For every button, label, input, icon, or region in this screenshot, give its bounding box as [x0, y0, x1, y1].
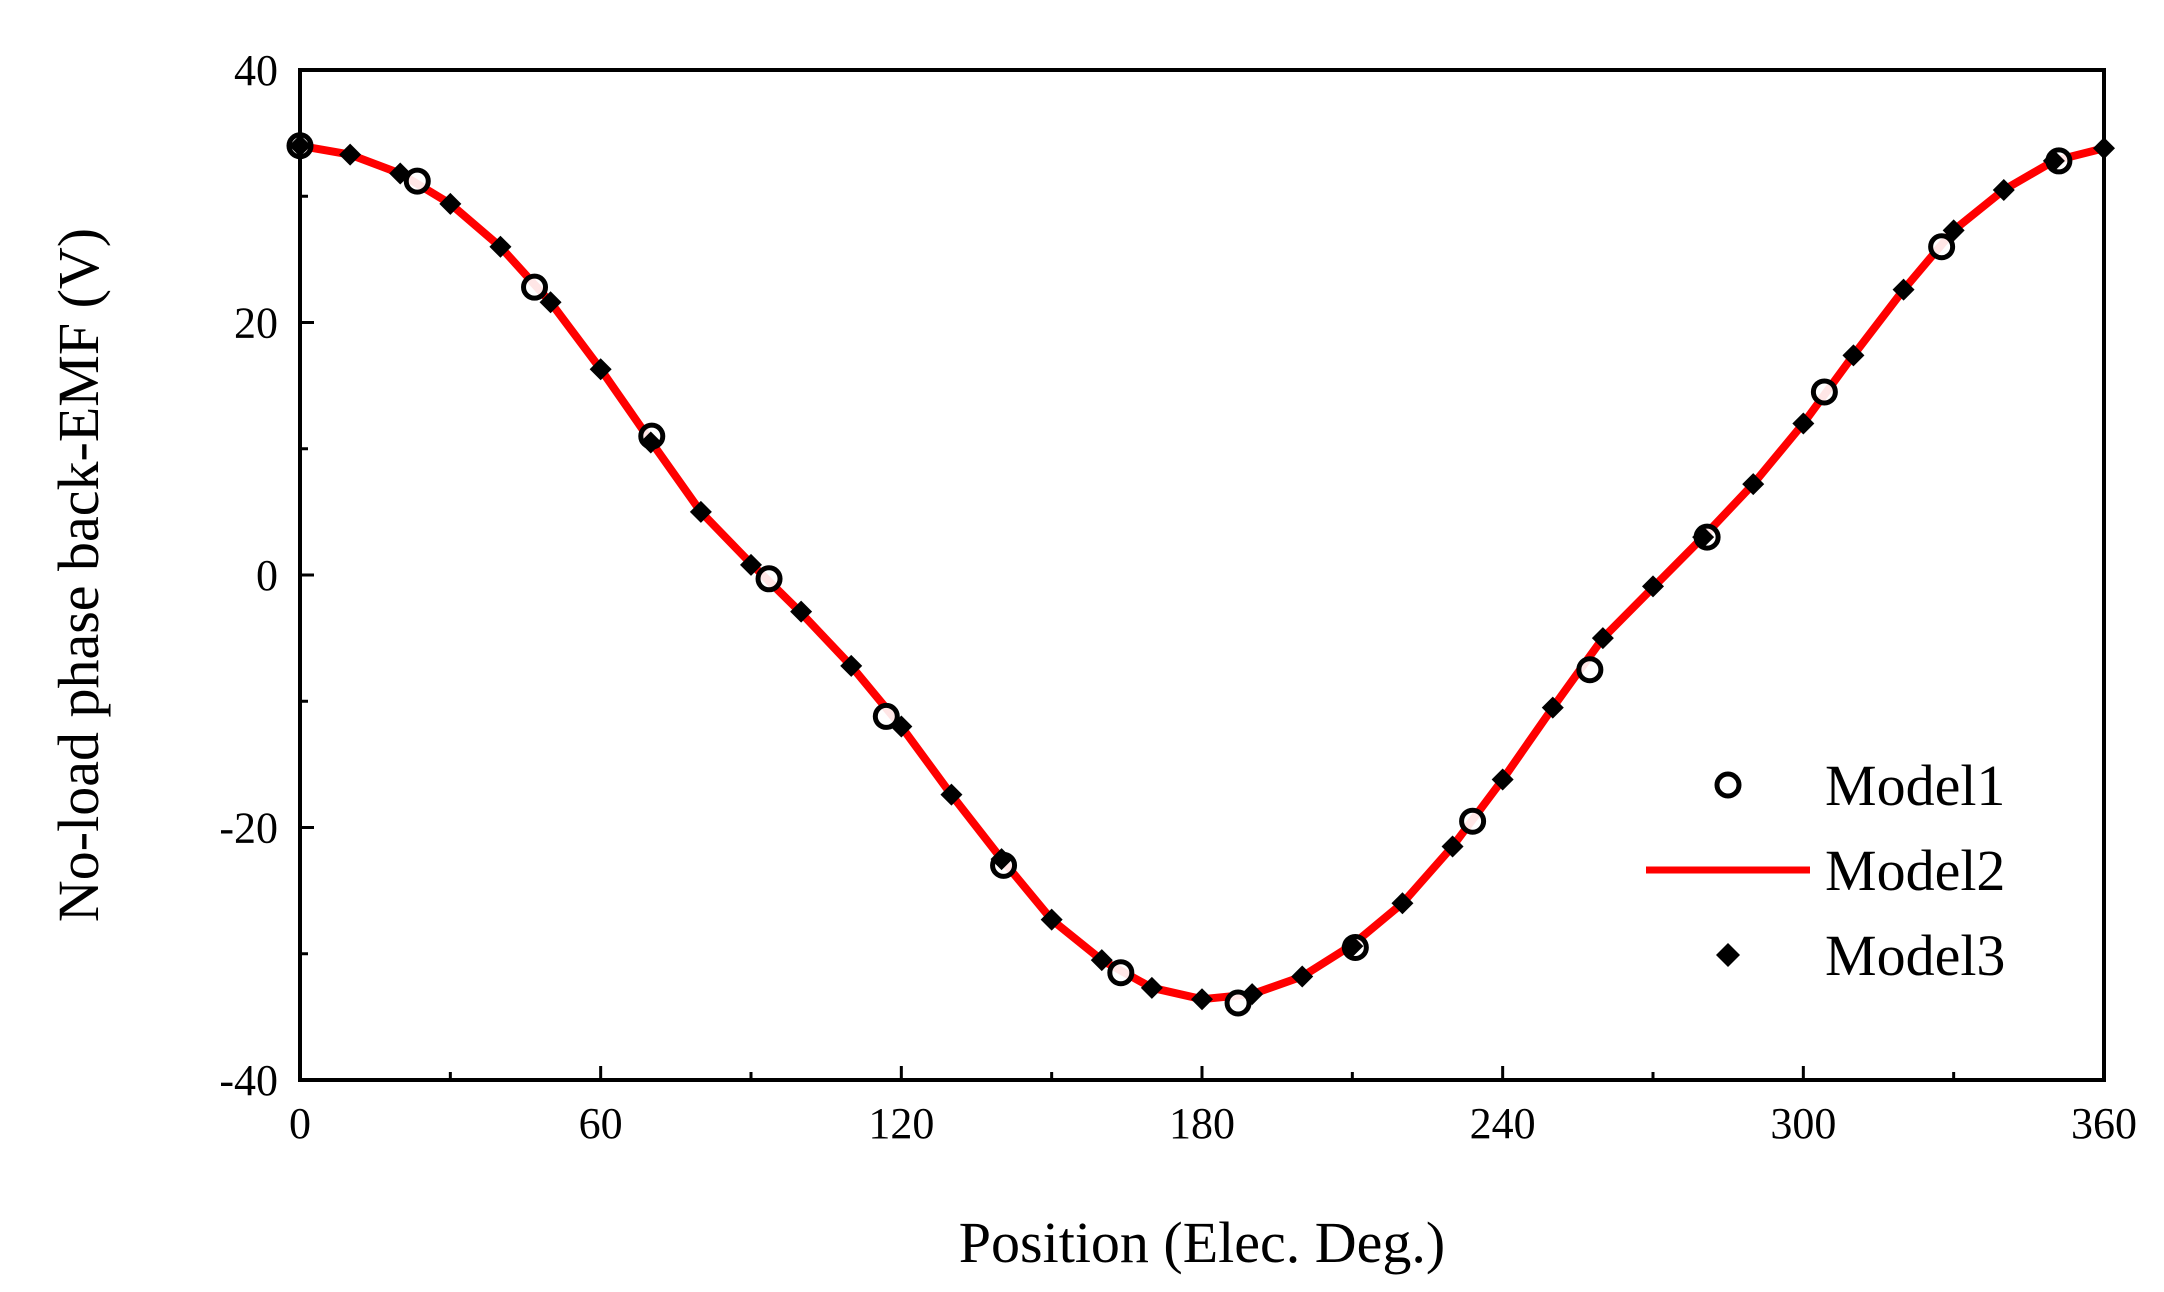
legend-marker-model3: [1716, 943, 1740, 967]
legend-label-model2: Model2: [1825, 838, 2005, 903]
data-point-model3: [1140, 976, 1163, 999]
x-tick-label: 360: [2071, 1099, 2137, 1148]
data-point-model3: [840, 654, 863, 677]
data-point-model1: [1224, 989, 1252, 1017]
data-point-model3: [1541, 696, 1564, 719]
data-point-model3: [940, 783, 963, 806]
data-point-model3: [1992, 178, 2015, 201]
data-point-model3: [339, 143, 362, 166]
data-point-model3: [439, 192, 462, 215]
data-point-model3: [1642, 575, 1664, 598]
legend-item-model2: Model2: [1646, 838, 2005, 903]
legend-marker-model1: [1714, 771, 1742, 799]
data-point-model1: [1459, 807, 1487, 835]
data-point-model3: [1892, 278, 1915, 301]
data-point-model1: [521, 273, 549, 301]
y-axis-title: No-load phase back-EMF (V): [46, 228, 111, 922]
series-model3-group: [289, 134, 2115, 1011]
x-tick-label: 240: [1470, 1099, 1536, 1148]
data-point-model3: [1241, 983, 1264, 1006]
x-tick-label: 0: [289, 1099, 311, 1148]
legend-label-model3: Model3: [1825, 923, 2005, 988]
data-point-model1: [1928, 233, 1956, 261]
data-point-model3: [1291, 965, 1314, 988]
data-point-model3: [740, 553, 762, 576]
data-point-model3: [1191, 988, 1213, 1011]
data-point-model3: [539, 291, 562, 314]
data-point-model3: [1842, 344, 1865, 367]
legend-label-model1: Model1: [1825, 753, 2005, 818]
legend-item-model3: Model3: [1716, 923, 2005, 988]
data-point-model3: [990, 848, 1013, 871]
data-point-model3: [1491, 768, 1514, 791]
y-tick-label: -20: [219, 804, 278, 853]
data-point-model3: [1942, 219, 1965, 242]
y-tick-label: 0: [256, 551, 278, 600]
data-point-model3: [589, 358, 612, 381]
data-point-model1: [1810, 378, 1838, 406]
y-tick-label: 20: [234, 299, 278, 348]
x-axis-title: Position (Elec. Deg.): [959, 1210, 1445, 1275]
data-point-model3: [1391, 892, 1414, 915]
data-point-model1: [755, 565, 783, 593]
data-point-model3: [1591, 627, 1614, 650]
data-point-model3: [289, 134, 311, 157]
data-point-model3: [1441, 835, 1464, 858]
data-point-model3: [2042, 149, 2065, 172]
y-tick-label: 40: [234, 46, 278, 95]
data-point-model1: [1576, 656, 1604, 684]
data-point-model3: [2093, 137, 2115, 160]
data-point-model3: [689, 500, 712, 523]
data-point-model3: [489, 235, 512, 258]
x-tick-label: 120: [868, 1099, 934, 1148]
data-point-model3: [639, 431, 662, 454]
x-tick-label: 180: [1169, 1099, 1235, 1148]
data-point-model1: [872, 702, 900, 730]
tick-labels: 0 60 120 180 240 300 360 40 20 0 -20 -40: [219, 46, 2137, 1148]
legend-item-model1: Model1: [1714, 753, 2005, 818]
data-point-model3: [389, 162, 412, 185]
data-point-model3: [1040, 908, 1063, 931]
x-tick-label: 60: [579, 1099, 623, 1148]
data-point-model3: [1792, 412, 1815, 435]
data-point-model3: [1090, 949, 1113, 972]
data-point-model3: [1742, 473, 1765, 496]
data-point-model3: [1692, 526, 1715, 549]
data-point-model1: [403, 167, 431, 195]
series-model1-group: [286, 132, 2073, 1017]
y-tick-label: -40: [219, 1056, 278, 1105]
data-point-model1: [1107, 959, 1135, 987]
data-point-model3: [1341, 935, 1364, 958]
data-point-model3: [890, 715, 913, 738]
legend: Model1 Model2 Model3: [1646, 753, 2005, 988]
plot-area: [286, 68, 2115, 1082]
axis-ticks: [298, 68, 2106, 1082]
data-point-model3: [790, 600, 813, 623]
x-tick-label: 300: [1770, 1099, 1836, 1148]
